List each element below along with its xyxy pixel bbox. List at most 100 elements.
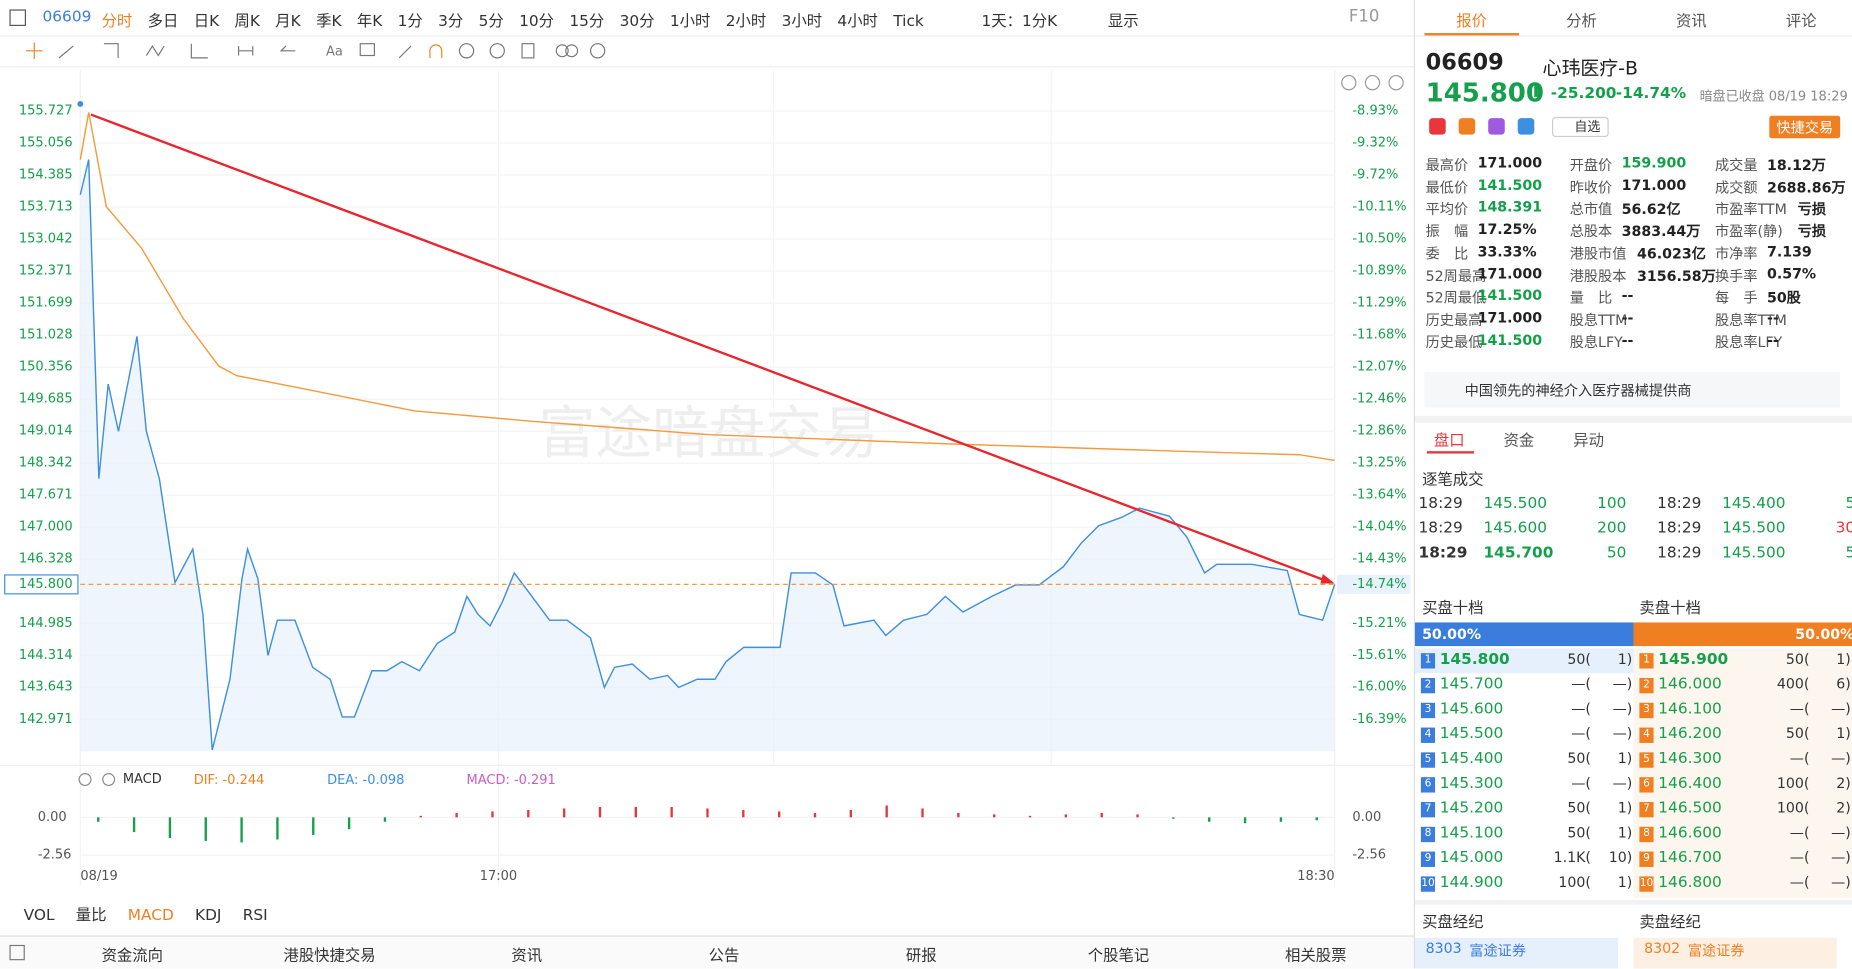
- trade-price: 145.400: [1722, 494, 1786, 513]
- watch-button[interactable]: 自选: [1551, 116, 1609, 138]
- tool-icons: [25, 42, 606, 60]
- undo-tool[interactable]: [279, 45, 296, 52]
- stat-value: 2688.86万: [1766, 179, 1846, 196]
- bottom-tab[interactable]: 研报: [905, 947, 937, 965]
- text-tool[interactable]: Aa: [326, 44, 343, 59]
- sub-tab[interactable]: 资金: [1503, 432, 1535, 451]
- compare-tool[interactable]: [555, 44, 569, 58]
- period-tab[interactable]: 分时: [101, 12, 133, 31]
- level-volume: —(: [1789, 874, 1810, 891]
- hide-tool[interactable]: [489, 43, 505, 59]
- level-badge: 10: [1420, 876, 1436, 892]
- level-badge: 4: [1639, 727, 1654, 743]
- y-tick-label: 144.985: [19, 616, 73, 631]
- level-price: 146.000: [1658, 675, 1722, 694]
- level-price: 146.700: [1658, 849, 1722, 867]
- bottom-tab[interactable]: 资讯: [511, 947, 543, 965]
- tag-icon[interactable]: [1429, 118, 1446, 135]
- level-badge: 9: [1639, 851, 1654, 867]
- description-box: [1424, 372, 1841, 408]
- period-tab[interactable]: 15分: [569, 12, 605, 31]
- level-volume: 50(: [1567, 650, 1591, 668]
- trade-volume: 50: [1820, 544, 1852, 562]
- tag-icon[interactable]: [1458, 118, 1476, 135]
- period-tab[interactable]: 多日: [147, 12, 179, 31]
- panel-tab[interactable]: 报价: [1456, 12, 1488, 31]
- stat-label: 股息率TTM: [1714, 311, 1787, 329]
- stat-label: 平均价: [1425, 201, 1469, 218]
- period-tab[interactable]: 30分: [619, 12, 655, 31]
- period-tab[interactable]: 10分: [519, 12, 555, 31]
- y2-tick-label: -9.72%: [1352, 168, 1398, 183]
- macd-settings: [78, 773, 92, 787]
- stat-value: 33.33%: [1477, 243, 1537, 260]
- panel-toggle[interactable]: [9, 9, 26, 26]
- range-select[interactable]: 1天：1分K: [981, 12, 1058, 31]
- period-tab[interactable]: 5分: [478, 12, 504, 31]
- period-tab[interactable]: 3小时: [781, 12, 823, 31]
- ruler-tool[interactable]: [398, 45, 412, 59]
- bottom-tab[interactable]: 港股快捷交易: [283, 947, 376, 965]
- stat-value: --: [1766, 309, 1779, 326]
- period-tab[interactable]: 日K: [193, 12, 220, 31]
- channel-tool[interactable]: [103, 43, 119, 58]
- delete-tool[interactable]: [521, 43, 535, 59]
- indicator-tab[interactable]: KDJ: [195, 907, 222, 925]
- level-badge: 1: [1420, 653, 1436, 669]
- indicator-tab[interactable]: 量比: [75, 907, 107, 925]
- note-tool[interactable]: [359, 43, 376, 57]
- bottom-tab[interactable]: 资金流向: [101, 947, 164, 965]
- bottom-toggle[interactable]: [9, 944, 25, 961]
- y-tick-label: 153.042: [19, 232, 73, 247]
- level-price: 146.300: [1658, 750, 1722, 768]
- period-tab[interactable]: 周K: [234, 12, 260, 31]
- bottom-tab[interactable]: 相关股票: [1285, 947, 1347, 965]
- trade-button[interactable]: 快捷交易: [1769, 115, 1841, 139]
- x-tick-label: 18:30: [1297, 869, 1334, 884]
- period-tab[interactable]: 1小时: [669, 12, 711, 31]
- stat-label: 股息率LFY: [1714, 333, 1783, 351]
- panel-tab[interactable]: 评论: [1785, 12, 1817, 31]
- period-tab[interactable]: 年K: [356, 12, 383, 31]
- period-tab[interactable]: 2小时: [725, 12, 767, 31]
- period-tab[interactable]: 4小时: [837, 12, 878, 31]
- fib-tool[interactable]: [190, 43, 208, 59]
- panel-tab[interactable]: 分析: [1566, 12, 1597, 31]
- indicator-tab[interactable]: MACD: [127, 907, 174, 925]
- stock-code[interactable]: 06609: [42, 8, 92, 26]
- y2-tick-label: -12.46%: [1352, 392, 1406, 407]
- level-price: 145.300: [1439, 774, 1504, 793]
- sub-tab[interactable]: 盘口: [1433, 432, 1465, 451]
- move-tool[interactable]: [25, 42, 43, 60]
- line-tool[interactable]: [58, 45, 74, 59]
- bid-ratio-bar: [1414, 622, 1634, 647]
- measure-tool[interactable]: [237, 46, 254, 56]
- sub-tab[interactable]: 异动: [1573, 432, 1604, 451]
- trade-volume: 50: [1820, 495, 1852, 513]
- level-volume: 100(: [1558, 874, 1591, 891]
- trend-arrow: [1320, 574, 1335, 584]
- magnet-tool[interactable]: [429, 44, 443, 58]
- period-tab[interactable]: 3分: [438, 12, 464, 31]
- ask-title: 卖盘十档: [1639, 600, 1701, 618]
- period-tab[interactable]: 季K: [316, 12, 342, 31]
- period-tab[interactable]: 1分: [397, 12, 423, 31]
- bottom-tab[interactable]: 个股笔记: [1087, 947, 1150, 965]
- level-volume: 1.1K(: [1553, 849, 1591, 866]
- indicator-tab[interactable]: RSI: [242, 907, 268, 925]
- indicator-tab[interactable]: VOL: [23, 907, 55, 925]
- period-tab[interactable]: 月K: [275, 12, 301, 31]
- bottom-tab[interactable]: 公告: [708, 947, 740, 965]
- level-price: 145.100: [1439, 824, 1504, 843]
- display-select[interactable]: 显示: [1107, 12, 1139, 31]
- tag-icon[interactable]: [1517, 118, 1535, 135]
- tag-icon[interactable]: [1488, 118, 1505, 135]
- lock-tool[interactable]: [458, 43, 475, 59]
- stat-label: 港股股本: [1569, 267, 1627, 285]
- panel-tab[interactable]: 资讯: [1676, 12, 1707, 31]
- settings-tool[interactable]: [589, 43, 606, 59]
- period-tab[interactable]: Tick: [893, 12, 924, 31]
- f10-button[interactable]: F10: [1348, 7, 1380, 26]
- wave-tool[interactable]: [145, 44, 165, 57]
- level-price: 144.900: [1439, 874, 1504, 892]
